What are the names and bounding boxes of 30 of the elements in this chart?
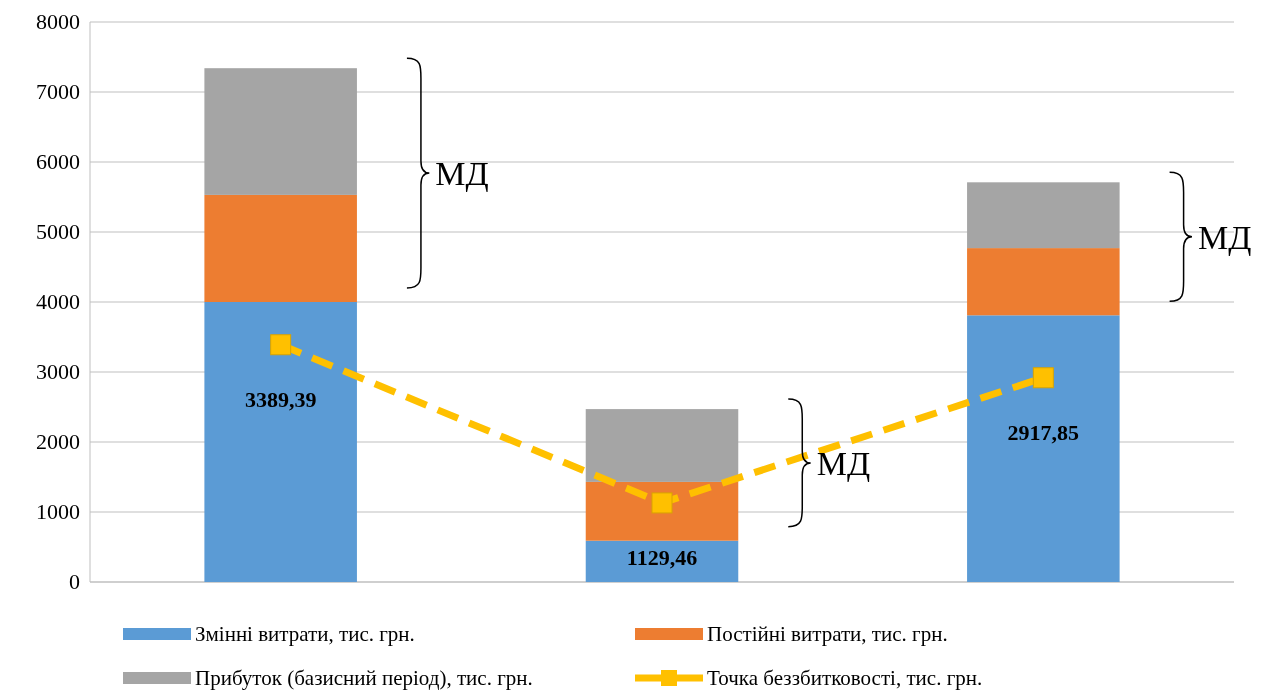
data-label: 3389,39 — [244, 386, 317, 412]
bar — [967, 315, 1120, 582]
y-tick-label: 1000 — [36, 499, 80, 524]
bar — [585, 409, 739, 482]
annotation: МД — [816, 444, 871, 482]
y-tick-label: 2000 — [36, 429, 80, 454]
y-tick-label: 6000 — [36, 149, 80, 174]
legend-label: Точка беззбитковості, тис. грн. — [707, 666, 983, 690]
bar — [204, 194, 357, 302]
y-tick-label: 8000 — [36, 9, 80, 34]
y-tick-label: 4000 — [36, 289, 80, 314]
point — [1032, 367, 1054, 389]
bar — [204, 302, 357, 582]
y-tick-label: 0 — [69, 569, 80, 594]
legend-label: Постійні витрати, тис. грн. — [707, 622, 948, 646]
point — [270, 334, 292, 356]
data-label: 2917,85 — [1007, 419, 1080, 445]
point — [651, 492, 673, 514]
bar — [585, 540, 739, 582]
y-tick-label: 3000 — [36, 359, 80, 384]
annotation: МД — [1198, 218, 1252, 256]
bar — [204, 68, 357, 195]
bar — [967, 248, 1120, 316]
legend-label: Змінні витрати, тис. грн. — [195, 622, 415, 646]
y-tick-label: 5000 — [36, 219, 80, 244]
y-tick-label: 7000 — [36, 79, 80, 104]
data-label: 1129,46 — [626, 544, 698, 570]
legend-label: Прибуток (базисний період), тис. грн. — [195, 666, 533, 690]
bar — [967, 182, 1120, 249]
annotation: МД — [435, 155, 489, 193]
